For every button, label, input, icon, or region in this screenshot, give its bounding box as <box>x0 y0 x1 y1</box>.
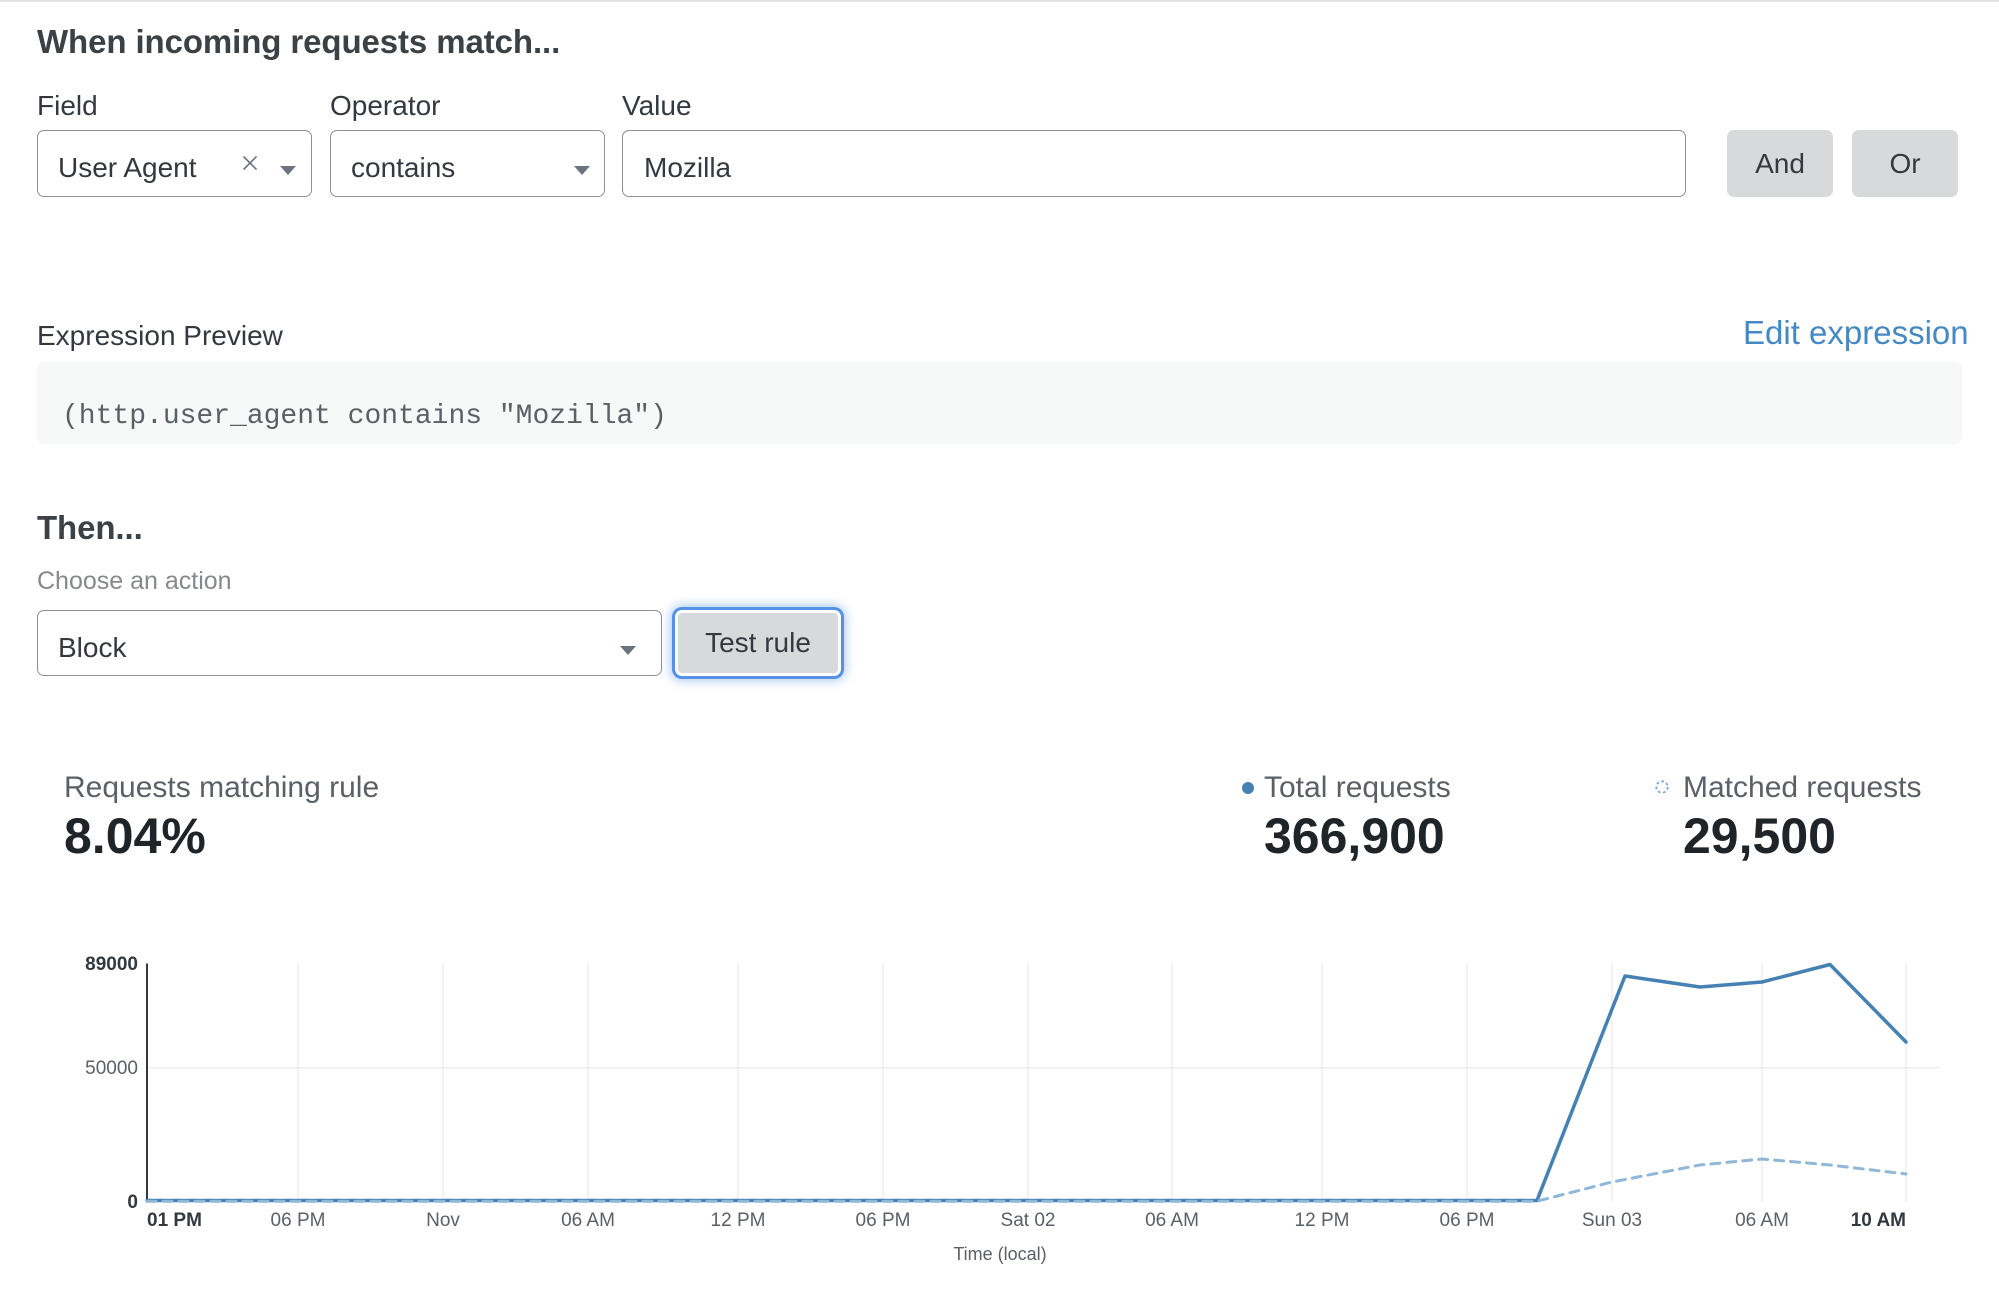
svg-text:12 PM: 12 PM <box>1295 1210 1350 1231</box>
svg-text:06 PM: 06 PM <box>271 1210 326 1231</box>
svg-text:Sat 02: Sat 02 <box>1001 1210 1056 1231</box>
svg-text:89000: 89000 <box>85 954 138 975</box>
svg-text:Nov: Nov <box>426 1210 460 1231</box>
svg-text:12 PM: 12 PM <box>711 1210 766 1231</box>
svg-text:06 PM: 06 PM <box>1440 1210 1495 1231</box>
svg-text:06 AM: 06 AM <box>1735 1210 1789 1231</box>
svg-text:0: 0 <box>127 1192 138 1213</box>
svg-text:Time (local): Time (local) <box>953 1244 1046 1264</box>
svg-text:01 PM: 01 PM <box>147 1210 202 1231</box>
svg-text:50000: 50000 <box>85 1058 138 1079</box>
svg-text:06 AM: 06 AM <box>561 1210 615 1231</box>
svg-text:Sun 03: Sun 03 <box>1582 1210 1642 1231</box>
svg-text:06 AM: 06 AM <box>1145 1210 1199 1231</box>
svg-text:06 PM: 06 PM <box>856 1210 911 1231</box>
svg-text:10 AM: 10 AM <box>1851 1210 1906 1231</box>
